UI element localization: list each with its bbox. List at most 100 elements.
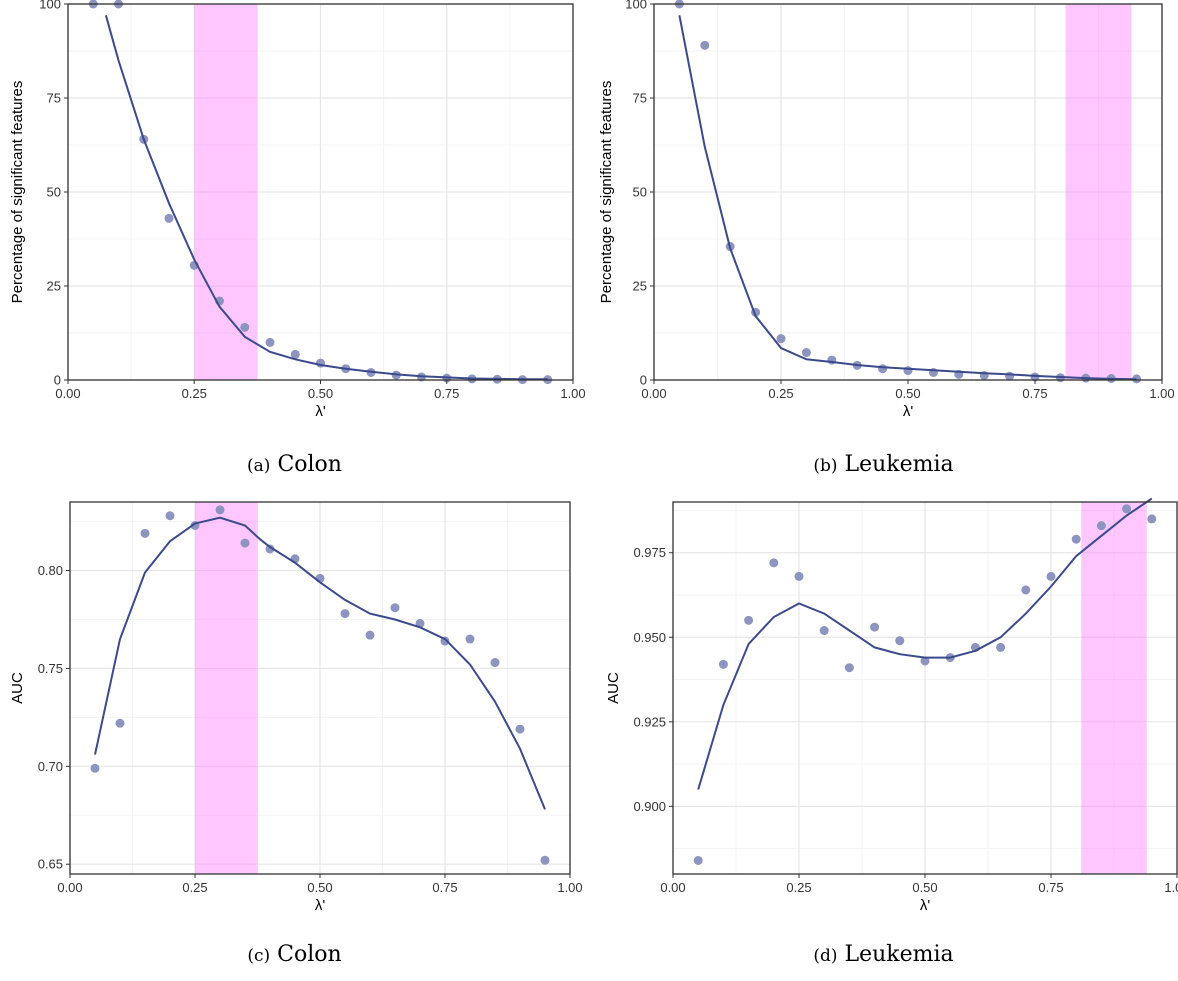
caption-tag: (b) [813,456,838,476]
data-point [744,615,754,625]
x-tick-label: 1.00 [557,880,582,895]
x-tick-label: 0.75 [432,880,457,895]
trend-line [678,15,1137,381]
data-point [895,636,905,646]
data-point [540,855,550,865]
data-point [1096,521,1106,531]
trend-line [94,516,546,810]
data-point [903,366,913,376]
gridlines [69,502,571,874]
data-point [1071,534,1081,544]
x-tick-label: 1.00 [1164,880,1178,895]
chart-a-svg: 0.00 0.25 0.50 0.75 1.00 0 25 50 75 100 λ' Percenta… [9,0,586,420]
caption-a: (a) Colon [0,452,589,477]
data-point [465,634,475,644]
y-tick-label: 0.65 [38,857,63,872]
x-tick-label: 0.75 [1022,386,1047,401]
highlight-band [195,502,258,874]
x-tick-label: 0.00 [57,880,82,895]
y-axis-title: Percentage of significant features [598,81,615,304]
highlight-band [1081,502,1147,874]
data-point [265,337,275,347]
x-tick-label: 0.50 [895,386,920,401]
data-point [215,505,225,515]
x-axis-title: λ' [920,897,931,914]
x-tick-label: 0.50 [912,880,937,895]
chart-c-svg: 0.00 0.25 0.50 0.75 1.00 0.65 0.70 0.75 0.80 λ' AU… [9,501,583,914]
data-point [265,544,275,554]
data-point [718,659,728,669]
y-tick-label: 0 [640,373,647,388]
data-point [115,718,125,728]
x-tick-label: 1.00 [1149,386,1174,401]
data-point [240,538,250,548]
chart-d-svg: 0.00 0.25 0.50 0.75 1.00 0.900 0.925 0.950 0.975… [605,497,1178,914]
highlight-band [1065,4,1132,380]
x-tick-label: 0.50 [308,386,333,401]
x-tick-label: 0.00 [641,386,666,401]
panel-c: 0.00 0.25 0.50 0.75 1.00 0.65 0.70 0.75 0.80 λ' AU… [0,490,589,981]
caption-tag: (a) [247,456,271,476]
y-tick-label: 25 [47,279,61,294]
y-tick-label: 100 [625,0,647,12]
y-axis-title: AUC [605,672,622,704]
trend-line [697,497,1153,790]
panel-b: 0.00 0.25 0.50 0.75 1.00 0 25 50 75 100 λ' Percenta… [589,0,1178,490]
panel-a: 0.00 0.25 0.50 0.75 1.00 0 25 50 75 100 λ' Percenta… [0,0,589,490]
y-tick-label: 100 [39,0,61,12]
y-tick-label: 25 [633,279,647,294]
data-point [693,855,703,865]
x-axis-title: λ' [315,897,326,914]
y-axis-title: AUC [9,672,26,704]
x-tick-label: 0.25 [786,880,811,895]
data-point [819,626,829,636]
x-tick-label: 0.25 [182,386,207,401]
data-point [1030,372,1040,382]
caption-b: (b) Leukemia [589,452,1178,477]
data-point [140,528,150,538]
y-tick-label: 0.975 [633,545,666,560]
gridlines [67,3,574,381]
x-tick-label: 0.25 [768,386,793,401]
data-point [90,763,100,773]
y-tick-label: 0 [54,373,61,388]
data-point [164,213,174,223]
chart-b-svg: 0.00 0.25 0.50 0.75 1.00 0 25 50 75 100 λ' Percenta… [598,0,1175,420]
data-point [340,609,350,619]
y-tick-label: 0.75 [38,661,63,676]
data-point [794,571,804,581]
highlight-band [194,4,258,380]
caption-title: Colon [277,942,342,967]
data-point [870,622,880,632]
data-point [1021,585,1031,595]
data-point [801,348,811,358]
caption-c: (c) Colon [0,942,589,967]
y-tick-label: 75 [47,91,61,106]
data-point [776,334,786,344]
x-tick-label: 1.00 [560,386,585,401]
x-axis-title: λ' [903,403,914,420]
y-axis-title: Percentage of significant features [9,81,26,304]
data-point [700,40,710,50]
x-tick-label: 0.75 [434,386,459,401]
data-point [769,558,779,568]
data-point [844,663,854,673]
data-point [515,724,525,734]
y-tick-label: 0.925 [633,714,666,729]
data-point [996,642,1006,652]
data-point [290,349,300,359]
x-tick-label: 0.75 [1038,880,1063,895]
caption-tag: (d) [813,946,838,966]
data-point [1046,571,1056,581]
y-tick-label: 0.80 [38,563,63,578]
x-tick-label: 0.50 [307,880,332,895]
x-tick-label: 0.00 [55,386,80,401]
x-axis-title: λ' [315,403,326,420]
y-tick-label: 0.900 [633,799,666,814]
data-point [365,630,375,640]
data-point [165,511,175,521]
y-tick-label: 50 [47,185,61,200]
y-tick-label: 50 [633,185,647,200]
y-tick-label: 0.950 [633,630,666,645]
data-point [490,658,500,668]
